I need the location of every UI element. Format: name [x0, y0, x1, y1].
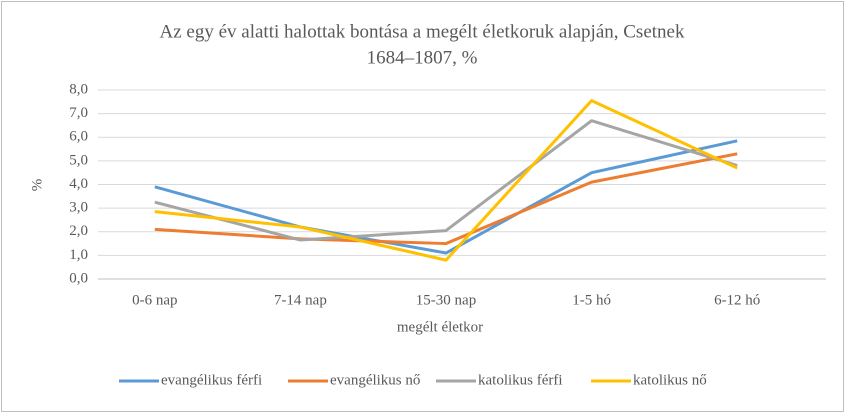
legend-label: katolikus nő	[633, 372, 707, 388]
y-tick-label: 1,0	[69, 247, 88, 263]
chart-title: Az egy év alatti halottak bontása a megé…	[160, 21, 685, 42]
y-tick-label: 4,0	[69, 176, 88, 192]
legend-label: katolikus férfi	[478, 372, 563, 388]
y-axis-label: %	[29, 179, 45, 192]
y-tick-label: 2,0	[69, 223, 88, 239]
chart-title: 1684–1807, %	[367, 47, 478, 68]
series-line	[154, 99, 738, 262]
legend-label: evangélikus férfi	[161, 372, 262, 388]
x-tick-label: 15-30 nap	[416, 292, 476, 308]
y-tick-label: 5,0	[69, 152, 88, 168]
y-tick-label: 0,0	[69, 270, 88, 286]
x-axis-label: megélt életkor	[397, 319, 483, 335]
y-tick-label: 3,0	[69, 200, 88, 216]
y-tick-label: 8,0	[69, 81, 88, 97]
legend-label: evangélikus nő	[330, 372, 420, 388]
x-tick-label: 6-12 hó	[714, 292, 760, 308]
y-tick-label: 6,0	[69, 129, 88, 145]
y-tick-label: 7,0	[69, 105, 88, 121]
series-line	[154, 139, 738, 255]
series-line	[154, 152, 738, 246]
x-tick-label: 7-14 nap	[274, 292, 327, 308]
x-tick-label: 0-6 nap	[132, 292, 177, 308]
x-tick-label: 1-5 hó	[572, 292, 611, 308]
series-line	[154, 119, 738, 242]
